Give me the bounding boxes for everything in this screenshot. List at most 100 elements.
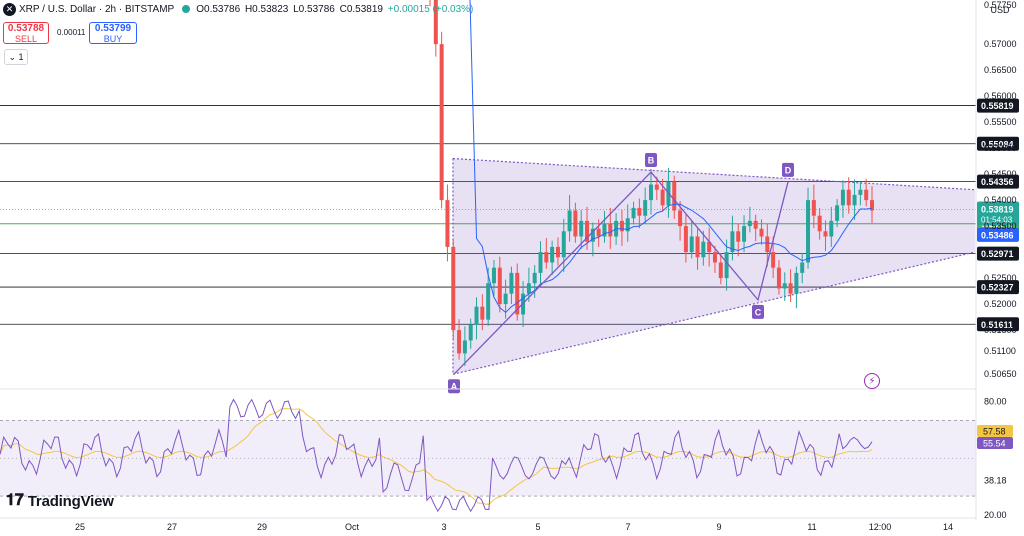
abcd-pattern: A B C D bbox=[448, 153, 794, 394]
candle-body bbox=[806, 200, 811, 263]
candle-body bbox=[782, 283, 787, 289]
logo-text: TradingView bbox=[27, 492, 114, 510]
candle-body bbox=[718, 262, 723, 279]
candle-body bbox=[550, 246, 555, 263]
candle-body bbox=[538, 252, 543, 273]
lightning-icon[interactable]: ⚡ bbox=[864, 373, 880, 389]
change-value: +0.00015 (+0.03%) bbox=[387, 3, 474, 15]
rsi-tick-label: 20.00 bbox=[984, 510, 1007, 520]
candle-body bbox=[672, 181, 677, 211]
time-tick-label: 27 bbox=[167, 522, 177, 532]
candle-body bbox=[462, 340, 467, 354]
candle-body bbox=[800, 262, 805, 273]
time-tick-label: 29 bbox=[257, 522, 267, 532]
pattern-point-badge bbox=[752, 304, 764, 319]
candle-body bbox=[480, 306, 485, 320]
abcd-line bbox=[453, 171, 789, 375]
candle-body bbox=[631, 207, 636, 219]
candle-body bbox=[532, 272, 537, 284]
candle-body bbox=[864, 189, 869, 201]
candle-body bbox=[753, 220, 758, 229]
candle-body bbox=[794, 272, 799, 294]
candle-body bbox=[491, 267, 496, 284]
price-tick-label: 0.54500 bbox=[984, 169, 1017, 179]
candle-body bbox=[724, 252, 729, 279]
candle-body bbox=[776, 267, 781, 289]
level-badge bbox=[977, 136, 1019, 151]
candle-body bbox=[870, 200, 874, 211]
candle-body bbox=[439, 44, 444, 201]
xrp-icon: ✕ bbox=[3, 2, 16, 16]
lower-trendline bbox=[452, 251, 976, 375]
candle-body bbox=[497, 267, 502, 305]
candle-body bbox=[823, 231, 828, 237]
pattern-point-badge bbox=[782, 162, 794, 177]
last-price-badge bbox=[977, 201, 1019, 226]
candle-body bbox=[747, 220, 752, 227]
candle-body bbox=[707, 241, 712, 253]
rsi-badge-label: 55.54 bbox=[983, 439, 1006, 449]
time-tick-label: Oct bbox=[345, 522, 360, 532]
collapse-indicators-button[interactable]: ⌄ 1 bbox=[4, 49, 28, 65]
rsi-ma-badge-label: 57.58 bbox=[983, 427, 1006, 437]
time-tick-label: 9 bbox=[716, 522, 721, 532]
candle-body bbox=[660, 189, 665, 206]
spread-value: 0.00011 bbox=[57, 28, 86, 37]
candle-body bbox=[742, 226, 747, 242]
sell-label: SELL bbox=[14, 34, 38, 44]
candle-body bbox=[858, 189, 863, 195]
level-badge bbox=[977, 317, 1019, 332]
price-tick-label: 0.52000 bbox=[984, 299, 1017, 309]
price-tick-label: 0.55500 bbox=[984, 117, 1017, 127]
candle-body bbox=[643, 200, 648, 216]
candle-body bbox=[515, 272, 520, 315]
level-badge bbox=[977, 174, 1019, 189]
price-tick-label: 0.56000 bbox=[984, 91, 1017, 101]
rsi-badge bbox=[977, 437, 1013, 449]
price-tick-label: 0.51500 bbox=[984, 325, 1017, 335]
candle-body bbox=[468, 324, 473, 341]
buy-button[interactable]: 0.53799 BUY bbox=[89, 22, 137, 44]
candle-body bbox=[451, 246, 456, 331]
time-tick-label: 3 bbox=[441, 522, 446, 532]
candle-body bbox=[840, 189, 845, 206]
price-tick-label: 0.57000 bbox=[984, 39, 1017, 49]
price-tick-label: 0.55000 bbox=[984, 143, 1017, 153]
candle-body bbox=[561, 231, 566, 258]
level-label: 0.55084 bbox=[981, 139, 1014, 149]
triangle-pattern bbox=[452, 157, 976, 375]
level-label: 0.52327 bbox=[981, 283, 1014, 293]
ma-line bbox=[469, 0, 873, 314]
candle-body bbox=[712, 252, 717, 263]
pattern-point-label: B bbox=[648, 156, 655, 166]
sell-button[interactable]: 0.53788 SELL bbox=[3, 22, 49, 44]
candle-body bbox=[619, 220, 624, 232]
candle-body bbox=[579, 220, 584, 237]
symbol-header[interactable]: ✕ XRP / U.S. Dollar · 2h · BITSTAMP O0.5… bbox=[0, 0, 475, 18]
axes: 0.57750 0.57000 0.56500 0.56000 0.55500 0.550… bbox=[75, 0, 1017, 532]
candle-body bbox=[457, 330, 462, 354]
currency-selector[interactable]: USD bbox=[990, 5, 1010, 15]
time-tick-label: 25 bbox=[75, 522, 85, 532]
market-open-icon bbox=[182, 5, 191, 13]
candle-body bbox=[596, 228, 601, 237]
pattern-point-badge bbox=[448, 379, 460, 394]
buy-label: BUY bbox=[103, 34, 123, 44]
triangle-fill bbox=[453, 158, 975, 375]
candle-body bbox=[567, 210, 572, 232]
rsi-tick-label: 80.00 bbox=[984, 396, 1007, 406]
price-tick-label: 0.53500 bbox=[984, 221, 1017, 231]
ma-badge bbox=[977, 227, 1019, 242]
low-value: L0.53786 bbox=[293, 3, 335, 15]
candle-body bbox=[835, 205, 840, 221]
candle-body bbox=[433, 0, 438, 45]
candle-body bbox=[555, 246, 560, 258]
price-tick-label: 0.50650 bbox=[984, 369, 1017, 379]
pattern-point-label: A bbox=[451, 382, 458, 392]
symbol-title: XRP / U.S. Dollar · 2h · BITSTAMP bbox=[19, 3, 175, 15]
candle-body bbox=[474, 306, 479, 325]
level-badge bbox=[977, 98, 1019, 113]
countdown-label: 01:54:03 bbox=[981, 216, 1013, 225]
tradingview-logo[interactable]: 𝟏𝟕 TradingView bbox=[6, 492, 114, 510]
